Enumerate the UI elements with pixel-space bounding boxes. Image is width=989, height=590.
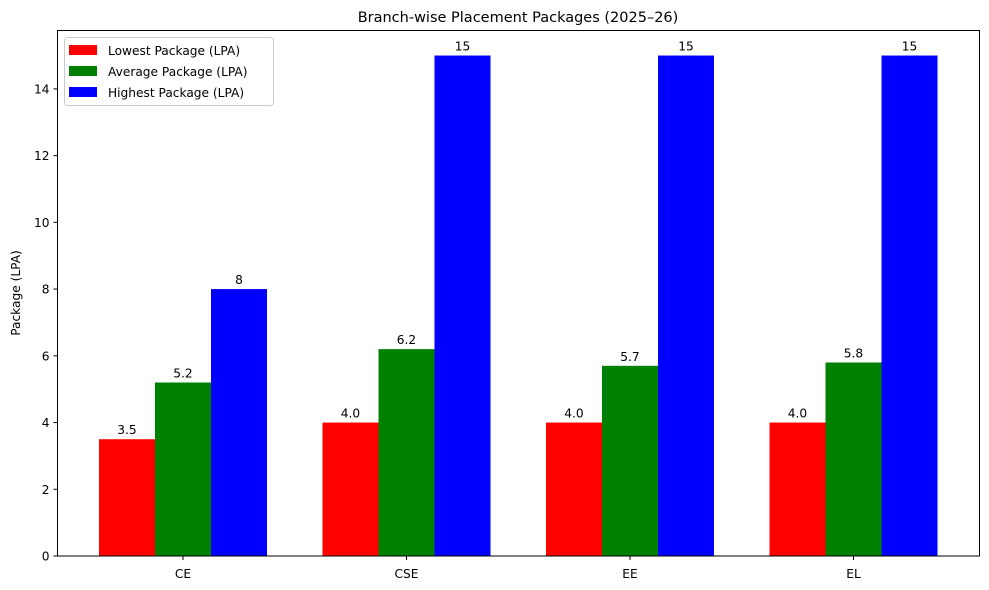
chart-title: Branch-wise Placement Packages (2025–26) (358, 10, 679, 26)
legend-swatch (69, 87, 97, 97)
bar (602, 365, 658, 556)
bar (769, 422, 826, 556)
plot-area: 3.5 4.0 4.0 4.0 5.2 6.2 5.7 5.8 8 15 15 15 (99, 40, 938, 557)
bar-value-label: 15 (902, 40, 918, 54)
legend-label: Highest Package (LPA) (108, 86, 244, 100)
bar (155, 382, 211, 556)
x-tick-label: EE (622, 567, 637, 581)
bar (825, 362, 882, 556)
bar (658, 55, 714, 557)
bar (378, 349, 435, 556)
x-tick-label: EL (846, 567, 861, 581)
bar-value-label: 15 (678, 40, 694, 54)
y-tick-label: 2 (42, 483, 50, 497)
bar (881, 55, 938, 557)
bar-value-label: 5.7 (620, 350, 639, 364)
legend-label: Lowest Package (LPA) (108, 44, 240, 58)
legend-label: Average Package (LPA) (108, 65, 248, 79)
bar (434, 55, 491, 557)
x-tick-label: CE (175, 567, 191, 581)
y-tick-label: 10 (34, 216, 50, 230)
y-tick-label: 6 (42, 349, 50, 363)
bar-value-label: 4.0 (788, 407, 807, 421)
y-tick-label: 12 (34, 149, 50, 163)
legend-box (64, 37, 274, 106)
bar-value-label: 8 (235, 273, 243, 287)
bar-value-label: 4.0 (564, 407, 583, 421)
bar-value-label: 5.8 (844, 346, 863, 360)
bar (322, 422, 379, 556)
y-axis: 0 2 4 6 8 10 12 14 (34, 82, 58, 564)
legend-swatch (69, 45, 97, 55)
x-axis: CE CSE EE EL (175, 556, 861, 581)
y-axis-label: Package (LPA) (9, 250, 23, 336)
bar (211, 289, 267, 556)
bar-value-label: 15 (455, 40, 471, 54)
y-tick-label: 8 (42, 283, 50, 297)
y-tick-label: 4 (42, 416, 50, 430)
y-tick-label: 14 (34, 82, 50, 96)
bar-value-label: 6.2 (397, 333, 416, 347)
bar-value-label: 4.0 (341, 407, 360, 421)
x-tick-label: CSE (395, 567, 419, 581)
bar-value-label: 3.5 (117, 423, 136, 437)
bar (546, 422, 602, 556)
bar-value-label: 5.2 (173, 367, 192, 381)
y-tick-label: 0 (42, 550, 50, 564)
axes-frame (57, 30, 980, 557)
bar (99, 439, 155, 556)
legend: Lowest Package (LPA) Average Package (LPA… (64, 37, 274, 106)
legend-swatch (69, 66, 97, 76)
